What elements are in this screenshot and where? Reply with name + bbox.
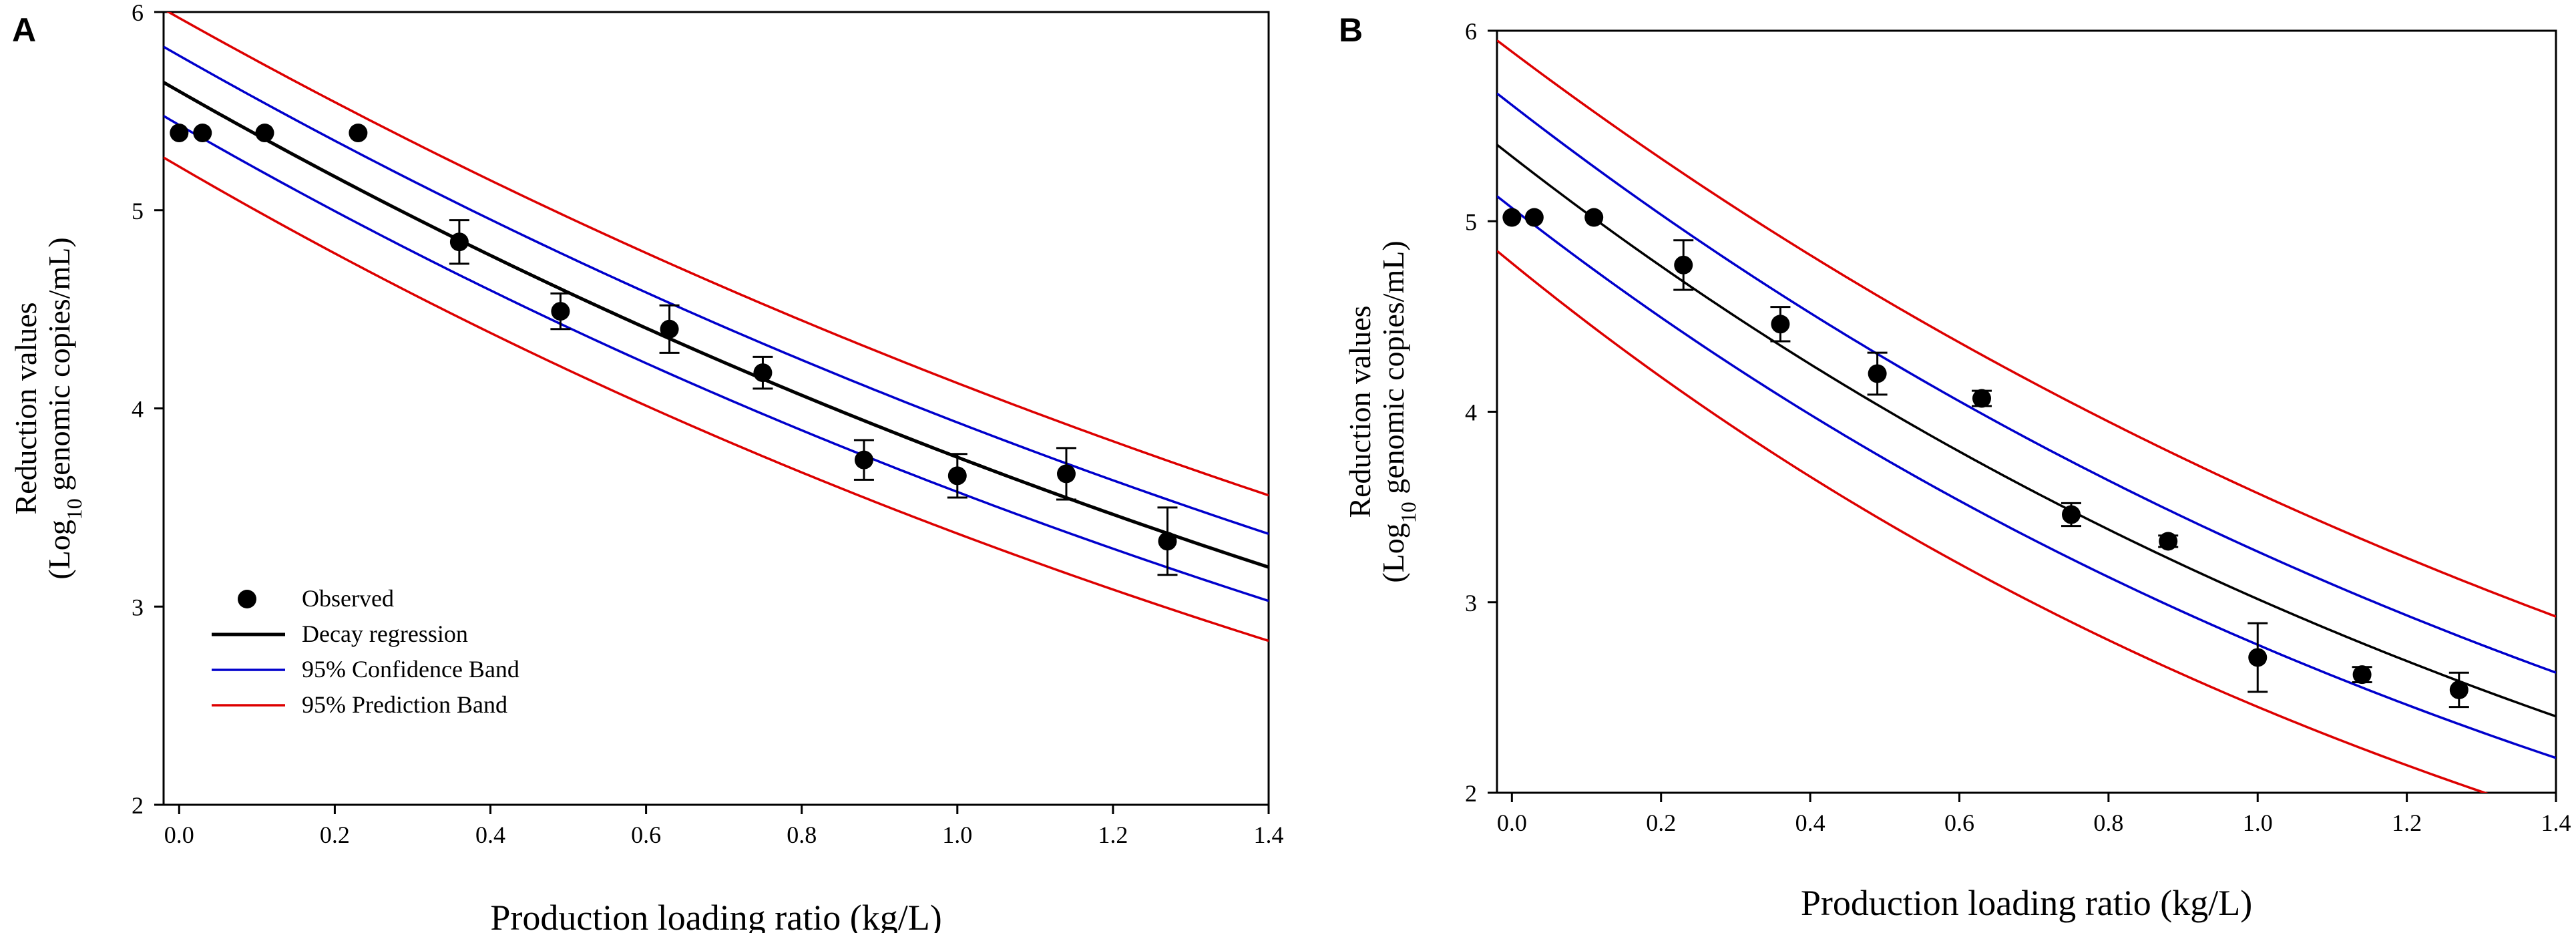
observed-point: [1502, 208, 1522, 227]
prediction-band-upper: [166, 12, 1269, 497]
y-tick-label: 2: [132, 792, 144, 819]
x-tick-label: 0.0: [1497, 809, 1527, 836]
y-tick-label: 5: [1465, 208, 1477, 235]
legend-observed-marker: [238, 590, 256, 608]
observed-point: [170, 124, 189, 143]
legend-observed-label: Observed: [302, 585, 394, 612]
observed-point: [660, 319, 679, 339]
observed-point: [1771, 315, 1790, 334]
observed-point: [1674, 255, 1693, 274]
x-tick-label: 0.0: [164, 821, 194, 848]
x-tick-label: 0.8: [787, 821, 817, 848]
y-axis-subtitle: (Log10 genomic copies/mL): [42, 237, 86, 579]
observed-point: [1158, 532, 1177, 551]
legend-prediction-label: 95% Prediction Band: [302, 691, 507, 718]
decay-regression-line: [164, 81, 1269, 569]
x-tick-label: 0.4: [475, 821, 505, 848]
observed-point: [551, 302, 570, 321]
x-axis-title: Production loading ratio (kg/L): [1801, 883, 2252, 923]
observed-point: [2449, 680, 2468, 699]
x-tick-label: 0.4: [1795, 809, 1826, 836]
y-tick-label: 4: [1465, 399, 1477, 426]
x-tick-label: 1.4: [1254, 821, 1284, 848]
prediction-band-lower: [164, 156, 1269, 642]
observed-point: [2159, 532, 2178, 551]
chart-panel-A: A 0.0 0.2 0.4 0.6 0.8 1.0 1.2 1.4 2 3 4 5 6 Production…: [9, 0, 1284, 933]
observed-point: [1524, 208, 1544, 227]
confidence-band-lower: [1497, 195, 2556, 759]
observed-point: [753, 363, 773, 383]
x-tick-label: 0.8: [2093, 809, 2123, 836]
observed-point: [1056, 464, 1076, 484]
observed-point: [2062, 505, 2081, 524]
y-tick-label: 6: [1465, 18, 1477, 45]
decay-regression-line: [1497, 144, 2556, 718]
y-axis-subtitle: (Log10 genomic copies/mL): [1376, 240, 1420, 582]
x-tick-label: 1.0: [942, 821, 972, 848]
legend-regression-label: Decay regression: [302, 620, 468, 647]
y-tick-label: 3: [132, 594, 144, 620]
y-tick-label: 5: [132, 198, 144, 224]
confidence-band-lower: [164, 115, 1269, 602]
y-tick-label: 2: [1465, 780, 1477, 807]
observed-point: [193, 124, 212, 143]
x-tick-label: 1.2: [1098, 821, 1128, 848]
observed-point: [2352, 665, 2372, 685]
x-tick-label: 1.2: [2392, 809, 2422, 836]
chart-panel-B: B 0.0 0.2 0.4 0.6 0.8 1.0 1.2 1.4 2 3 4 5 6 Production…: [1339, 11, 2571, 923]
y-tick-label: 3: [1465, 590, 1477, 616]
observed-point: [449, 232, 469, 252]
y-axis-title: Reduction values: [1343, 305, 1377, 518]
prediction-band-lower: [1497, 250, 2489, 793]
x-tick-label: 0.2: [320, 821, 350, 848]
observed-point: [1972, 389, 1991, 408]
x-tick-label: 1.0: [2243, 809, 2273, 836]
observed-point: [255, 124, 274, 143]
panel-label: A: [12, 11, 36, 49]
plot-frame: [162, 11, 1270, 806]
x-axis-title: Production loading ratio (kg/L): [490, 898, 941, 933]
observed-point: [1868, 364, 1887, 383]
y-tick-label: 6: [132, 0, 144, 26]
observed-point: [947, 466, 967, 486]
observed-point: [2248, 648, 2268, 667]
observed-point: [1584, 208, 1604, 227]
plot-frame: [1496, 29, 2557, 794]
observed-point: [349, 124, 368, 143]
confidence-band-upper: [164, 45, 1269, 536]
observed-point: [854, 450, 873, 470]
prediction-band-upper: [1497, 39, 2556, 618]
y-axis-title: Reduction values: [9, 302, 43, 514]
x-tick-label: 0.6: [1944, 809, 1974, 836]
panel-label: B: [1339, 11, 1363, 49]
y-tick-label: 4: [132, 396, 144, 423]
confidence-band-upper: [1497, 92, 2556, 674]
x-tick-label: 0.2: [1646, 809, 1676, 836]
x-tick-label: 1.4: [2541, 809, 2571, 836]
legend-confidence-label: 95% Confidence Band: [302, 656, 519, 683]
x-tick-label: 0.6: [631, 821, 661, 848]
legend: Observed Decay regression 95% Confidence B…: [212, 585, 519, 718]
